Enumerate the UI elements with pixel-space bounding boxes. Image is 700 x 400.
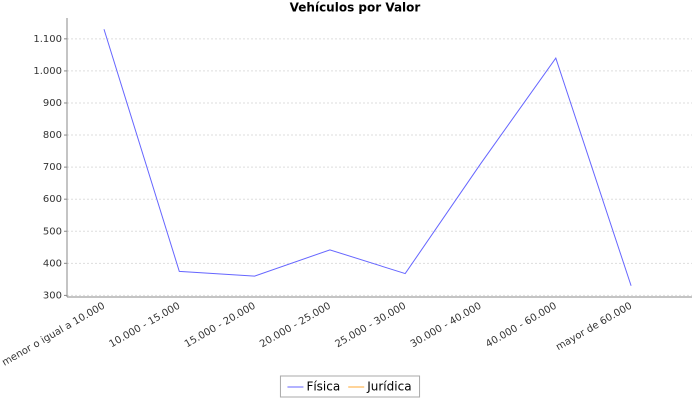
- chart-title: Vehículos por Valor: [290, 1, 421, 15]
- y-tick-label: 400: [43, 258, 62, 269]
- legend: Física Jurídica: [279, 375, 421, 398]
- series-line: [103, 29, 632, 286]
- legend-label: Física: [306, 380, 340, 394]
- y-tick-label: 300: [43, 290, 62, 301]
- y-tick-label: 700: [43, 162, 62, 173]
- y-tick-label: 500: [43, 226, 62, 237]
- y-tick-label: 600: [43, 194, 62, 205]
- y-tick-label: 800: [43, 130, 62, 141]
- legend-label: Jurídica: [366, 380, 411, 394]
- y-tick-label: 1.100: [33, 34, 62, 45]
- y-tick-label: 1.000: [33, 66, 62, 77]
- y-tick-label: 900: [43, 98, 62, 109]
